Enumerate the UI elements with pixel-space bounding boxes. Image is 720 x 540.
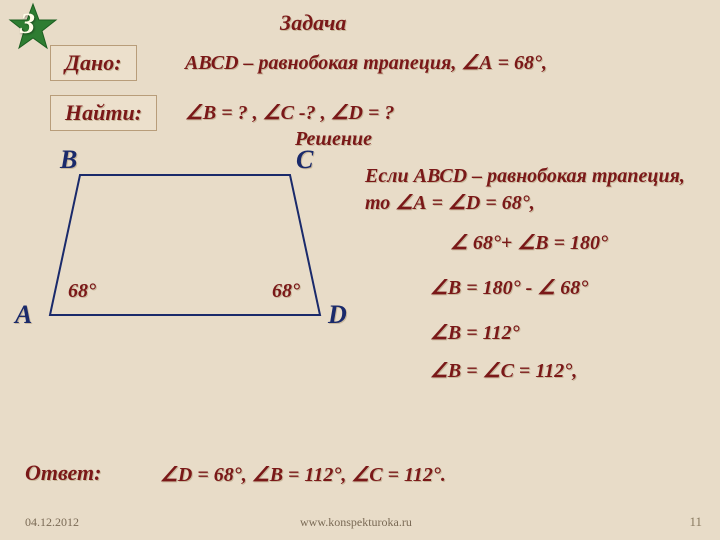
footer-url: www.konspekturoka.ru — [300, 515, 412, 530]
solution-line-6: ∠В = ∠С = 112°, — [430, 358, 577, 383]
given-label-box: Дано: — [50, 45, 137, 81]
vertex-b: В — [60, 145, 77, 175]
find-label-box: Найти: — [50, 95, 157, 131]
task-header: Задача — [280, 10, 346, 36]
answer-text: ∠D = 68°, ∠В = 112°, ∠С = 112°. — [160, 462, 446, 487]
vertex-d: D — [328, 300, 347, 330]
task-number: 3 — [20, 7, 35, 41]
trapezoid-figure: В С А D 68° 68° — [20, 150, 350, 340]
solution-line-2: то ∠А = ∠D = 68°, — [365, 190, 535, 215]
angle-a-label: 68° — [68, 280, 96, 303]
solution-line-5: ∠В = 112° — [430, 320, 520, 345]
solution-line-1: Если АВСD – равнобокая трапеция, — [365, 165, 705, 188]
solution-line-3: ∠ 68°+ ∠В = 180° — [450, 230, 608, 255]
solution-line-4: ∠В = 180° - ∠ 68° — [430, 275, 588, 300]
given-text: АВСD – равнобокая трапеция, ∠А = 68°, — [185, 50, 547, 75]
vertex-a: А — [15, 300, 32, 330]
find-text: ∠В = ? , ∠С -? , ∠D = ? — [185, 100, 394, 125]
vertex-c: С — [296, 145, 313, 175]
footer-date: 04.12.2012 — [25, 515, 79, 530]
answer-label: Ответ: — [25, 460, 101, 486]
angle-d-label: 68° — [272, 280, 300, 303]
footer-page: 11 — [689, 514, 702, 530]
